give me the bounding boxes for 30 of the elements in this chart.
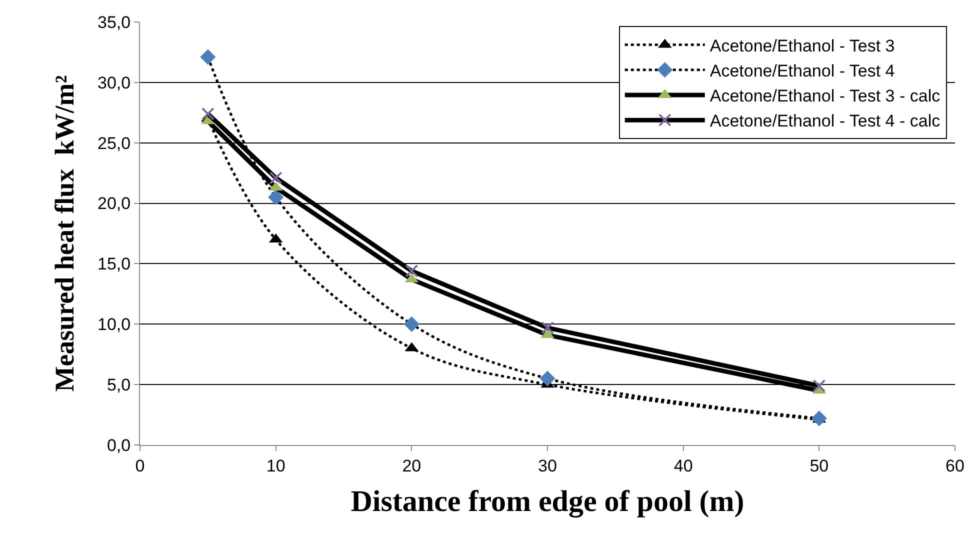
x-tick-label: 30 [538,456,557,476]
point [404,316,420,332]
y-tick-label: 25,0 [98,134,131,153]
point [541,321,554,334]
x-tick-label: 50 [810,456,829,476]
y-axis-title: Measured heat flux kW/m² [50,75,80,392]
y-tick-label: 5,0 [106,376,131,395]
x-tick-label: 40 [674,456,693,476]
y-tick-label: 10,0 [98,315,131,334]
legend-label: Acetone/Ethanol - Test 4 - calc [710,112,941,131]
point [269,171,282,184]
y-tick-label: 30,0 [98,73,131,92]
point [405,264,418,278]
point [540,370,556,386]
x-tick-label: 20 [402,456,422,476]
legend-label: Acetone/Ethanol - Test 3 - calc [710,86,941,106]
legend-label: Acetone/Ethanol - Test 3 [710,36,895,56]
y-tick-label: 15,0 [98,254,131,274]
point [268,189,284,206]
point [811,410,827,426]
point [812,379,826,392]
x-tick-label: 0 [135,456,145,476]
y-tick-label: 0,0 [106,436,131,455]
y-tick-label: 20,0 [98,194,131,214]
point [200,49,216,65]
x-tick-label: 10 [266,456,286,476]
x-axis-title: Distance from edge of pool (m) [350,484,744,518]
y-tick-label: 35,0 [98,12,131,32]
x-tick-label: 60 [946,456,964,476]
legend-label: Acetone/Ethanol - Test 4 [710,62,895,81]
